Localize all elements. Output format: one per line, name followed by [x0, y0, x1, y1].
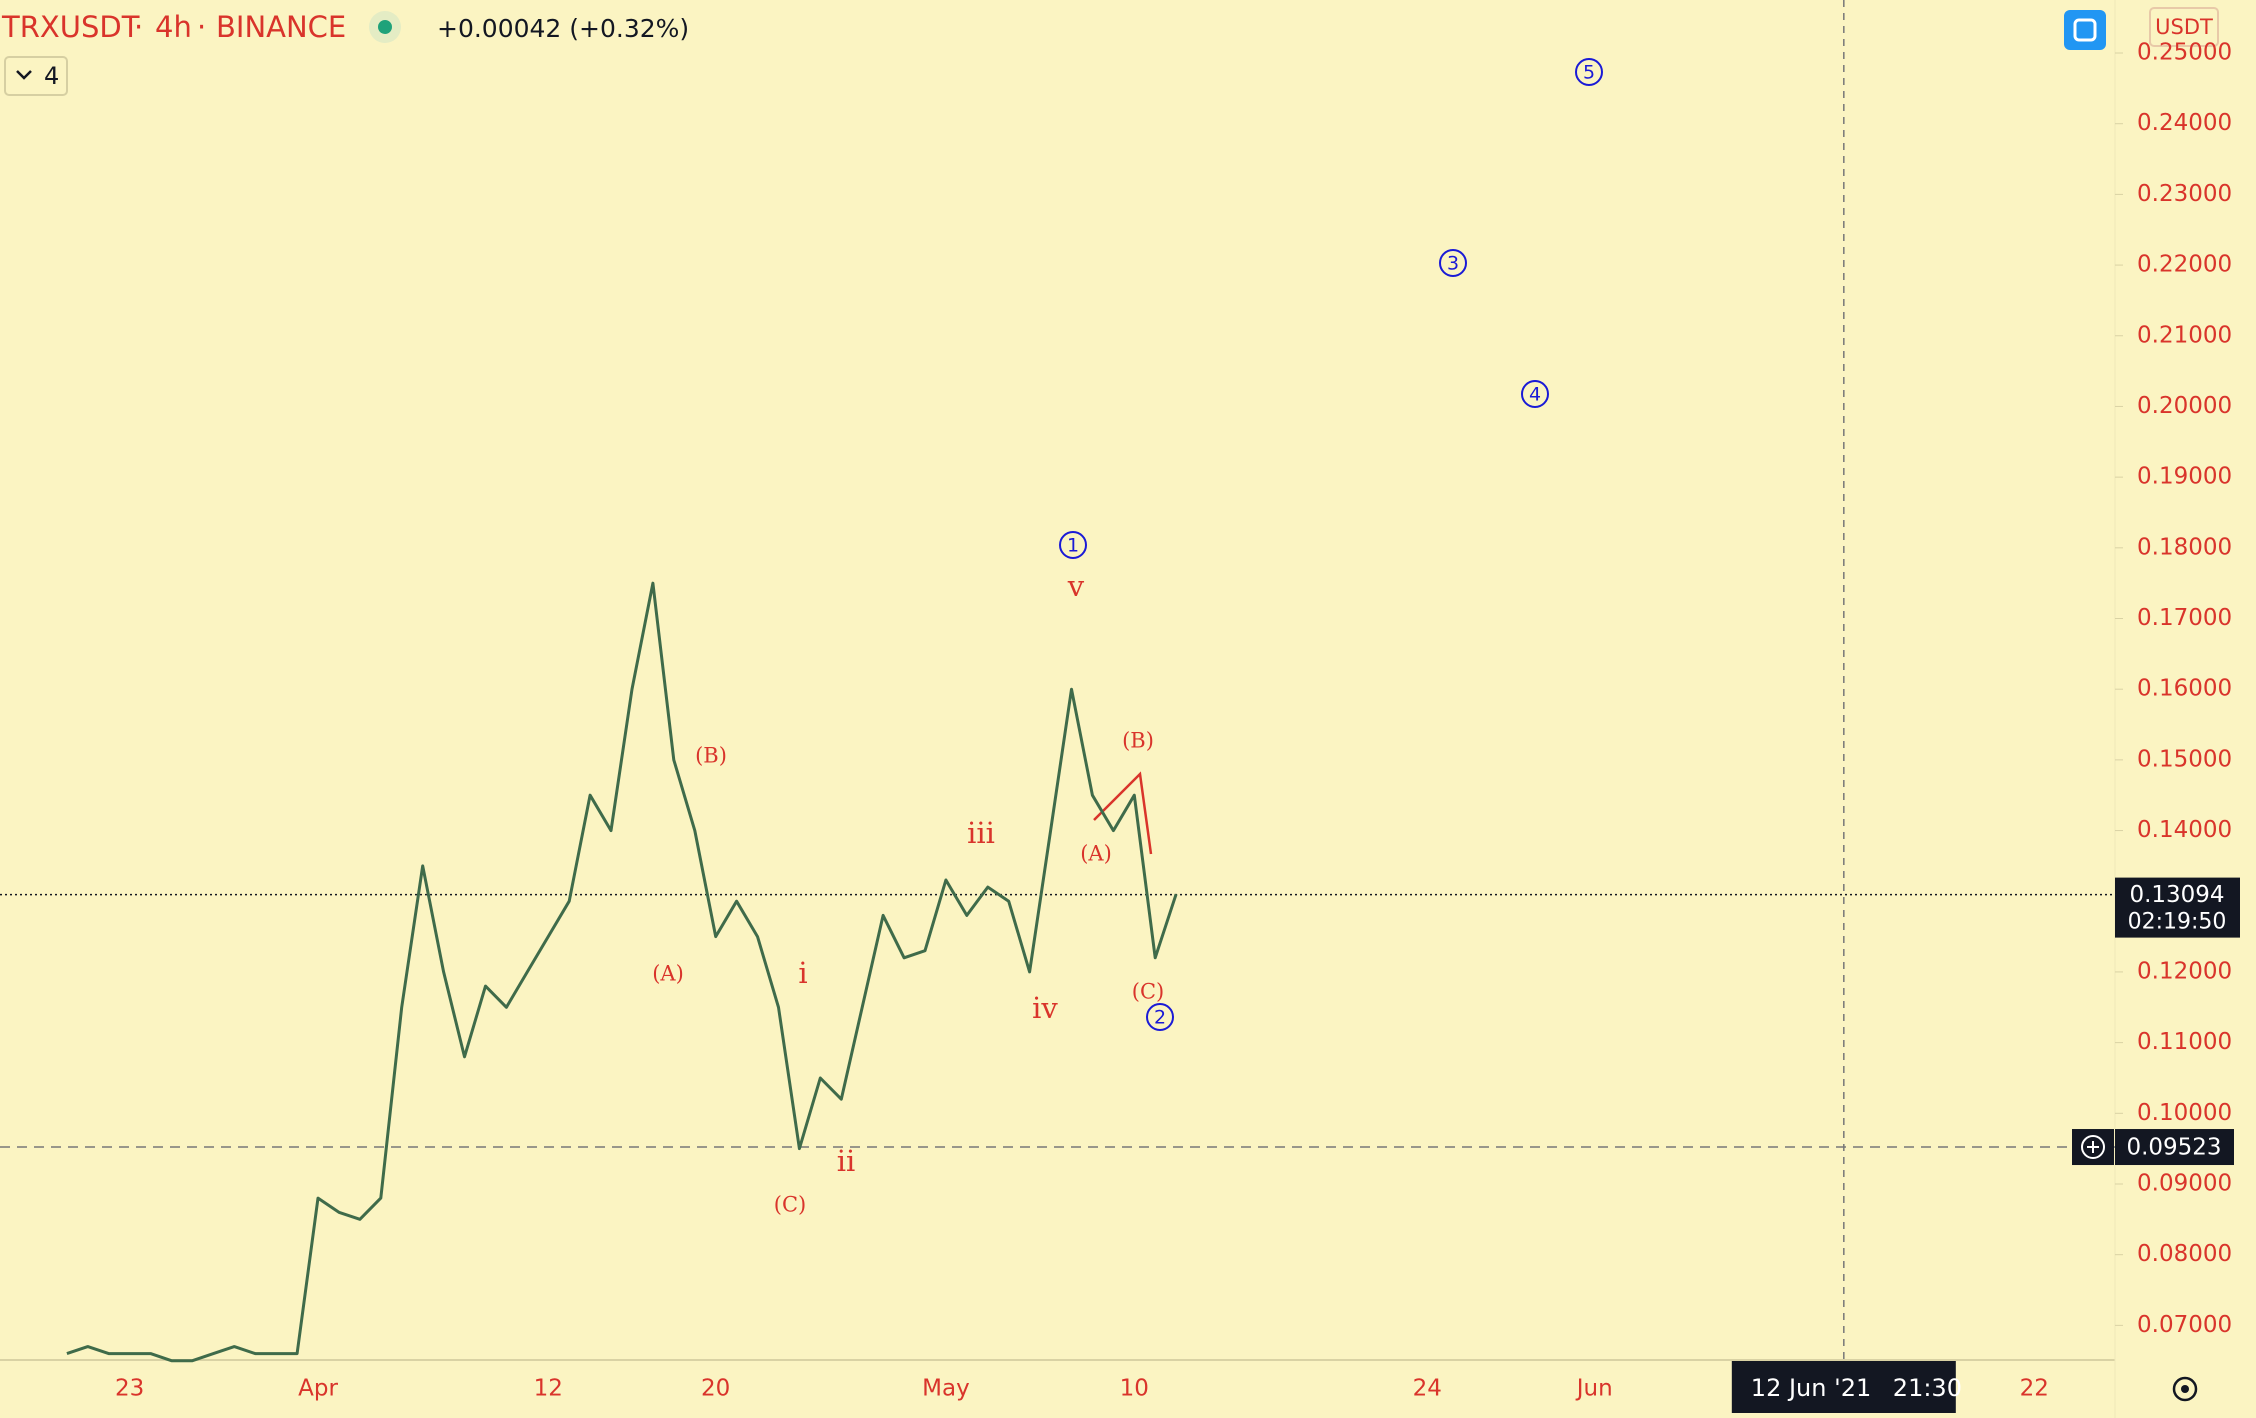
- minor-wave-label: v: [1067, 569, 1085, 603]
- sync-icon: [2073, 18, 2097, 42]
- y-tick-label: 0.14000: [2137, 817, 2232, 843]
- indicator-count: 4: [44, 62, 59, 90]
- major-wave-label: 3: [1447, 253, 1459, 275]
- x-tick-label: 20: [701, 1376, 730, 1402]
- current-price-label: 0.13094: [2129, 882, 2224, 908]
- y-tick-label: 0.21000: [2137, 322, 2232, 348]
- y-tick-label: 0.17000: [2137, 605, 2232, 631]
- header: TRXUSDT · 4h · BINANCE +0.00042 (+0.32%)…: [1, 7, 2219, 96]
- x-tick-label: 24: [1413, 1376, 1442, 1402]
- crosshair-date: 12 Jun '21: [1751, 1374, 1871, 1402]
- y-tick-label: 0.19000: [2137, 464, 2232, 490]
- major-wave-label: 1: [1067, 535, 1079, 557]
- minor-wave-label: iv: [1032, 991, 1058, 1025]
- wave-drawing: [1093, 771, 1153, 855]
- countdown: 02:19:50: [2128, 910, 2227, 935]
- price-line: [66, 581, 1178, 1363]
- major-wave-label: 2: [1154, 1007, 1166, 1029]
- separator: ·: [134, 10, 143, 44]
- y-tick-label: 0.09000: [2137, 1170, 2232, 1196]
- y-tick-label: 0.11000: [2137, 1029, 2232, 1055]
- settings-button[interactable]: [2172, 1376, 2198, 1402]
- major-wave-circle: [1575, 58, 1603, 86]
- symbol: TRXUSDT: [1, 10, 140, 44]
- y-tick-label: 0.10000: [2137, 1100, 2232, 1126]
- crosshair-time: 21:30: [1893, 1374, 1962, 1402]
- currency-button[interactable]: [2149, 7, 2219, 47]
- sync-button[interactable]: [2064, 10, 2106, 50]
- current-price-box: [2115, 877, 2240, 938]
- y-tick-label: 0.25000: [2137, 40, 2232, 66]
- x-tick-label: May: [922, 1376, 970, 1402]
- plus-icon: [2087, 1141, 2099, 1154]
- x-tick-label: Apr: [298, 1376, 338, 1402]
- add-alert-icon: [2081, 1135, 2105, 1160]
- minor-wave-label: ii: [837, 1144, 856, 1178]
- minor-wave-label: (A): [1080, 842, 1112, 866]
- minor-wave-label: iii: [967, 816, 995, 850]
- major-wave-label: 4: [1529, 384, 1541, 406]
- major-wave-circle: [1146, 1003, 1174, 1031]
- y-tick-label: 0.16000: [2137, 676, 2232, 702]
- y-tick-label: 0.12000: [2137, 958, 2232, 984]
- y-tick-label: 0.07000: [2137, 1312, 2232, 1338]
- horizontal-line-label: 0.09523: [2126, 1135, 2221, 1161]
- y-tick-label: 0.20000: [2137, 393, 2232, 419]
- x-tick-label: Jun: [1575, 1376, 1613, 1402]
- horizontal-line-label-box: [2115, 1129, 2234, 1166]
- minor-wave-label: (B): [1122, 729, 1154, 753]
- major-wave-circle: [1521, 380, 1549, 408]
- y-tick-label: 0.23000: [2137, 181, 2232, 207]
- status-dot: [378, 20, 392, 34]
- x-tick-label: 12: [534, 1376, 563, 1402]
- interval: 4h: [155, 10, 192, 44]
- minor-wave-label: (B): [695, 744, 727, 768]
- x-tick-label: 22: [2020, 1376, 2049, 1402]
- minor-wave-label: (C): [1132, 980, 1164, 1004]
- indicators-toggle[interactable]: 4: [4, 56, 68, 96]
- major-wave-circle: [1059, 531, 1087, 559]
- major-wave-label: 5: [1583, 62, 1595, 84]
- y-tick-label: 0.15000: [2137, 746, 2232, 772]
- y-tick-label: 0.22000: [2137, 252, 2232, 278]
- gear-icon: [2172, 1376, 2198, 1402]
- y-tick-label: 0.18000: [2137, 534, 2232, 560]
- indicators-button[interactable]: [4, 56, 68, 96]
- x-tick-label: 10: [1120, 1376, 1149, 1402]
- chevron-icon: [16, 70, 32, 80]
- minor-wave-label: i: [798, 956, 807, 990]
- crosshair-label-box: [1731, 1361, 1956, 1413]
- separator: ·: [197, 10, 206, 44]
- minor-wave-label: (A): [652, 962, 684, 986]
- exchange: BINANCE: [216, 10, 346, 44]
- major-wave-circle: [1439, 249, 1467, 277]
- price-change: +0.00042 (+0.32%): [437, 14, 689, 43]
- x-tick-label: 23: [115, 1376, 144, 1402]
- minor-wave-label: (C): [774, 1193, 806, 1217]
- y-tick-label: 0.24000: [2137, 110, 2232, 136]
- currency: USDT: [2155, 15, 2213, 39]
- gear-hub: [2181, 1385, 2189, 1393]
- y-tick-label: 0.08000: [2137, 1241, 2232, 1267]
